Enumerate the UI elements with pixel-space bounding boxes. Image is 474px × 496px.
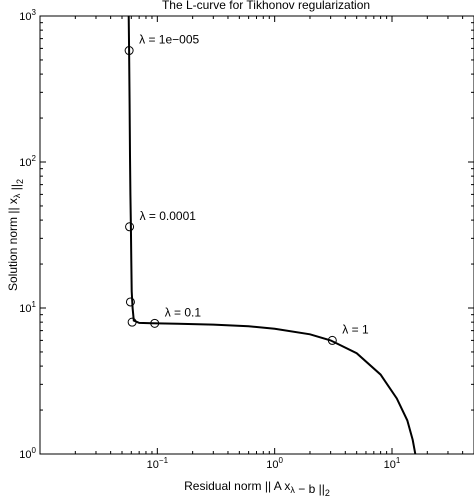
x-tick-label: 100 (266, 456, 283, 471)
axis-ticks (39, 16, 474, 455)
lambda-annotation: λ = 0.0001 (140, 209, 197, 223)
lambda-annotation: λ = 1 (342, 322, 369, 336)
y-axis-label: Solution norm || xλ ||2 (6, 179, 25, 291)
l-curve-line (127, 15, 417, 455)
x-tick-label: 10−1 (147, 456, 169, 471)
curve-marker (125, 222, 135, 232)
curve-marker (127, 317, 137, 327)
chart-title: The L-curve for Tikhonov regularization (162, 0, 370, 12)
y-tick-label: 101 (19, 300, 36, 315)
x-axis-label: Residual norm || A xλ − b ||2 (184, 479, 330, 496)
plot-frame (39, 15, 474, 455)
axis-tick-labels: 10−1 100 101 100 101 102 103 (19, 8, 401, 471)
curve-marker (150, 318, 160, 328)
curve-marker (124, 46, 134, 56)
curve-markers: λ = 1e−005 λ = 0.0001 λ = 0.1 λ = 1 (124, 33, 369, 345)
curve-marker (125, 297, 135, 307)
y-tick-label: 100 (19, 446, 36, 461)
y-tick-label: 102 (19, 154, 36, 169)
lambda-annotation: λ = 1e−005 (139, 33, 199, 47)
x-tick-label: 101 (384, 456, 401, 471)
lambda-annotation: λ = 0.1 (165, 305, 202, 319)
y-tick-label: 103 (19, 8, 36, 23)
curve-marker (327, 335, 337, 345)
